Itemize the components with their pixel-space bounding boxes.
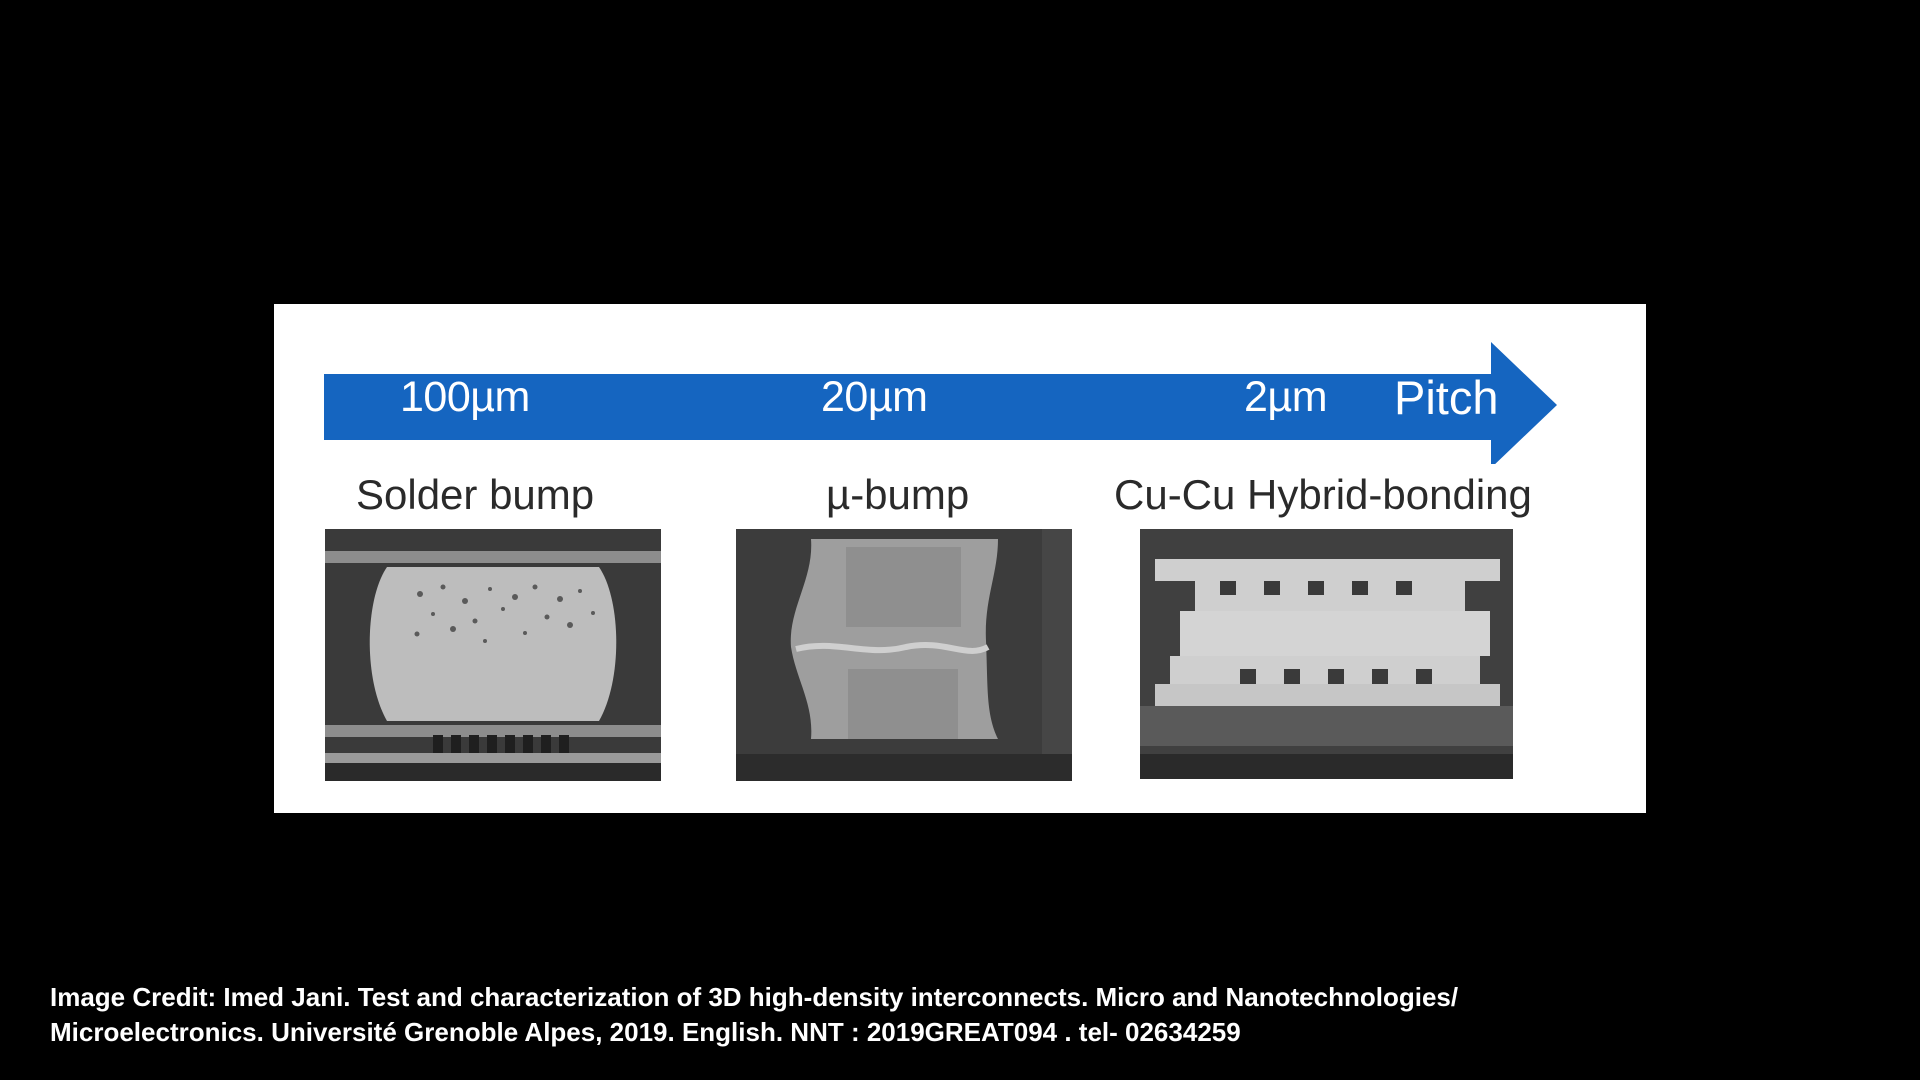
scale-label-100um: 100µm	[400, 373, 530, 421]
pitch-arrow	[324, 342, 1557, 464]
pitch-label: Pitch	[1394, 371, 1499, 424]
micro-bump-micrograph	[736, 529, 1072, 781]
pitch-arrow-shape	[324, 342, 1557, 464]
image-credit-line-1: Image Credit: Imed Jani. Test and charac…	[50, 982, 1459, 1012]
caption-micro-bump: µ-bump	[826, 471, 970, 518]
scale-label-20um: 20µm	[821, 373, 928, 421]
image-credit-line-2: Microelectronics. Université Grenoble Al…	[50, 1017, 1241, 1047]
hybrid-bonding-micrograph	[1140, 529, 1513, 779]
scale-label-2um: 2µm	[1244, 373, 1328, 421]
caption-solder-bump: Solder bump	[356, 471, 595, 518]
image-credit: Image Credit: Imed Jani. Test and charac…	[50, 980, 1850, 1050]
solder-bump-micrograph	[325, 529, 661, 781]
figure-panel: 100µm 20µm 2µm Pitch Solder bump µ-bump …	[274, 304, 1646, 813]
caption-hybrid-bonding: Cu-Cu Hybrid-bonding	[1114, 471, 1532, 518]
